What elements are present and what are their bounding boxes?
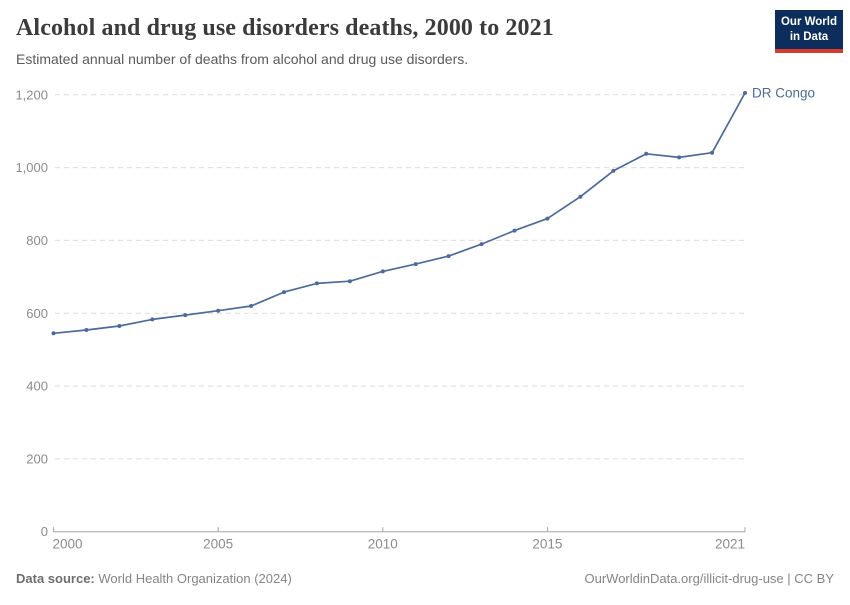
data-point-2013[interactable] [479,242,484,247]
data-point-2002[interactable] [117,324,122,328]
data-point-2017[interactable] [611,168,616,173]
license-label: CC BY [794,571,834,586]
data-point-2000[interactable] [51,331,56,336]
footer-attribution: OurWorldinData.org/illicit-drug-use | CC… [584,571,834,586]
data-point-2012[interactable] [446,254,451,259]
owid-logo-line2: in Data [789,30,829,43]
data-point-2010[interactable] [380,269,385,274]
data-point-2014[interactable] [512,228,517,233]
chart-subtitle: Estimated annual number of deaths from a… [16,50,469,67]
data-point-2008[interactable] [314,281,319,286]
chart-title: Alcohol and drug use disorders deaths, 2… [16,15,554,41]
chart-header: Alcohol and drug use disorders deaths, 2… [16,14,834,67]
x-tick-label-2005: 2005 [203,537,233,552]
data-point-2006[interactable] [249,304,254,308]
y-tick-label-400: 400 [26,379,48,394]
data-point-2007[interactable] [282,290,286,295]
data-point-2004[interactable] [183,313,188,318]
data-source-label: Data source: [16,571,95,586]
x-tick-label-2010: 2010 [368,537,398,552]
data-point-2015[interactable] [545,216,550,221]
data-point-2021[interactable] [743,91,747,95]
data-point-2001[interactable] [84,328,89,332]
y-tick-label-0: 0 [41,524,48,539]
y-tick-label-600: 600 [26,306,48,321]
data-point-2003[interactable] [150,317,155,322]
chart-footer: Data source: World Health Organization (… [16,571,834,586]
x-tick-label-2015: 2015 [532,537,562,552]
data-point-2018[interactable] [644,151,649,156]
data-point-2011[interactable] [413,262,418,267]
y-tick-label-1200: 1,200 [15,87,48,102]
data-point-2020[interactable] [710,150,715,155]
owid-logo-line1: Our World [780,16,837,29]
y-tick-label-1000: 1,000 [15,160,48,175]
data-source: Data source: World Health Organization (… [16,571,292,586]
y-tick-label-800: 800 [26,233,48,248]
series-line-dr-congo[interactable] [52,92,746,335]
series-label-dr-congo[interactable]: DR Congo [752,85,815,100]
data-source-value: World Health Organization (2024) [98,571,292,586]
y-tick-label-200: 200 [26,451,48,466]
owid-logo[interactable]: Our World in Data [775,10,843,53]
x-tick-label-2021: 2021 [715,537,745,552]
data-point-2009[interactable] [347,279,352,284]
footer-separator: | [783,571,795,586]
data-point-2019[interactable] [677,155,682,160]
owid-url-link[interactable]: OurWorldinData.org/illicit-drug-use [584,571,784,586]
data-point-2005[interactable] [216,308,221,313]
data-point-2016[interactable] [578,194,583,199]
x-tick-label-2000: 2000 [53,537,83,552]
